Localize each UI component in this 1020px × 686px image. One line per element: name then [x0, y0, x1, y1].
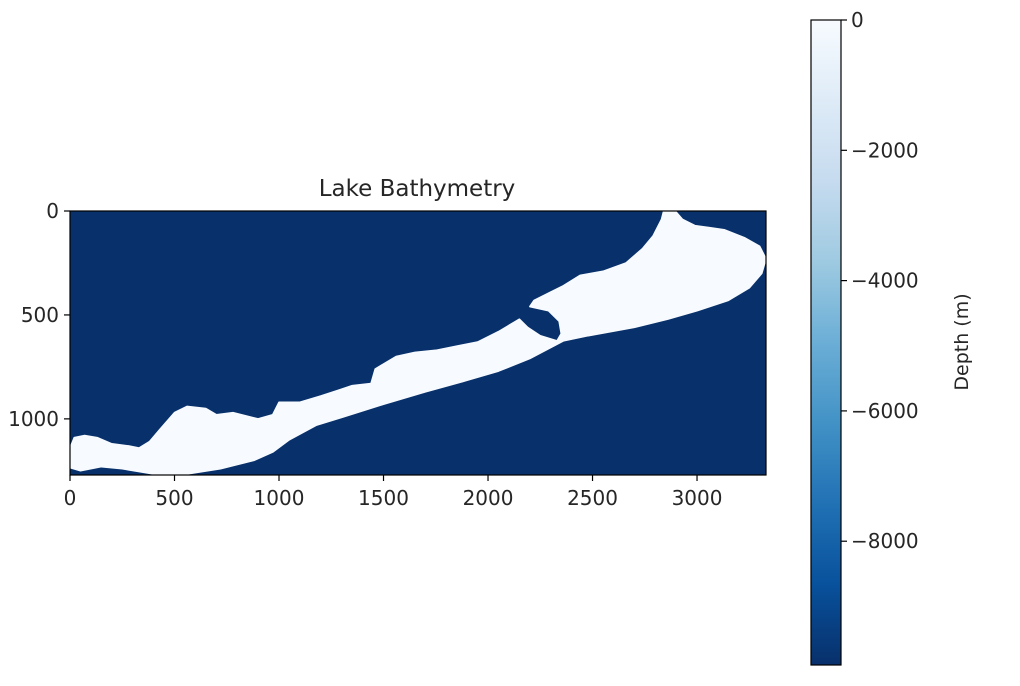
x-tick-label: 1500 — [358, 486, 409, 510]
colorbar-label: Depth (m) — [951, 293, 973, 390]
colorbar-tick-label: 0 — [851, 8, 864, 32]
x-tick-label: 3000 — [672, 486, 723, 510]
y-tick-label: 0 — [46, 199, 59, 223]
x-tick-label: 0 — [64, 486, 77, 510]
plot-frame — [69, 210, 767, 476]
y-tick-label: 500 — [21, 303, 59, 327]
x-tick-label: 500 — [155, 486, 193, 510]
chart-title: Lake Bathymetry — [319, 176, 516, 202]
colorbar: 0 −2000 −4000 −6000 −8000 Depth (m) — [810, 8, 973, 666]
x-axis: 0 500 1000 1500 2000 2500 3000 — [64, 475, 723, 510]
x-tick-label: 2000 — [463, 486, 514, 510]
colorbar-tick-label: −6000 — [851, 399, 919, 423]
colorbar-tick-label: −4000 — [851, 269, 919, 293]
colorbar-ticks: 0 −2000 −4000 −6000 −8000 — [841, 8, 919, 553]
colorbar-gradient — [810, 19, 842, 666]
heatmap-plot — [69, 210, 767, 476]
x-tick-label: 2500 — [567, 486, 618, 510]
colorbar-tick-label: −8000 — [851, 529, 919, 553]
lake-region — [69, 210, 767, 475]
colorbar-tick-label: −2000 — [851, 138, 919, 162]
y-tick-label: 1000 — [8, 407, 59, 431]
y-axis: 0 500 1000 — [8, 199, 70, 431]
x-tick-label: 1000 — [254, 486, 305, 510]
